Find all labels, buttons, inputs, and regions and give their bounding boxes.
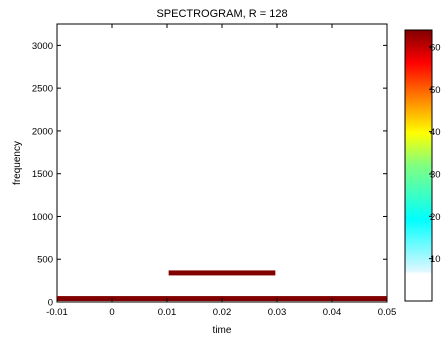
- x-tick-label: -0.01: [46, 307, 68, 318]
- x-tick-label: 0.04: [323, 307, 342, 318]
- plot-area: [56, 23, 388, 303]
- x-tick-label: 0.03: [268, 307, 287, 318]
- colorbar-tick-label: 60: [430, 42, 441, 53]
- y-tick-label: 500: [37, 255, 53, 266]
- y-axis-label: frequency: [12, 141, 23, 185]
- x-axis-label: time: [213, 325, 232, 336]
- y-tick-label: 0: [48, 298, 53, 309]
- chart-title: SPECTROGRAM, R = 128: [156, 8, 287, 20]
- y-tick-label: 1000: [32, 212, 53, 223]
- x-tick-label: 0: [109, 307, 114, 318]
- y-tick-label: 1500: [32, 169, 53, 180]
- y-tick-label: 3000: [32, 41, 53, 52]
- x-tick-label: 0.02: [213, 307, 232, 318]
- colorbar: [404, 29, 433, 302]
- colorbar-tick-label: 30: [430, 169, 441, 180]
- colorbar-tick-label: 40: [430, 127, 441, 138]
- y-axis-ticks: 0 500 1000 1500 2000 2500 3000: [32, 41, 387, 309]
- y-tick-label: 2500: [32, 84, 53, 95]
- colorbar-tick-label: 10: [430, 254, 441, 265]
- colorbar-ticks: 10 20 30 40 50 60: [429, 42, 441, 265]
- x-tick-label: 0.05: [378, 307, 397, 318]
- colorbar-tick-label: 50: [430, 85, 441, 96]
- y-tick-label: 2000: [32, 126, 53, 137]
- x-tick-label: 0.01: [158, 307, 177, 318]
- x-axis-ticks: -0.01 0 0.01 0.02 0.03 0.04 0.05: [46, 24, 396, 318]
- colorbar-tick-label: 20: [430, 212, 441, 223]
- spectrogram-band-1: [168, 270, 276, 276]
